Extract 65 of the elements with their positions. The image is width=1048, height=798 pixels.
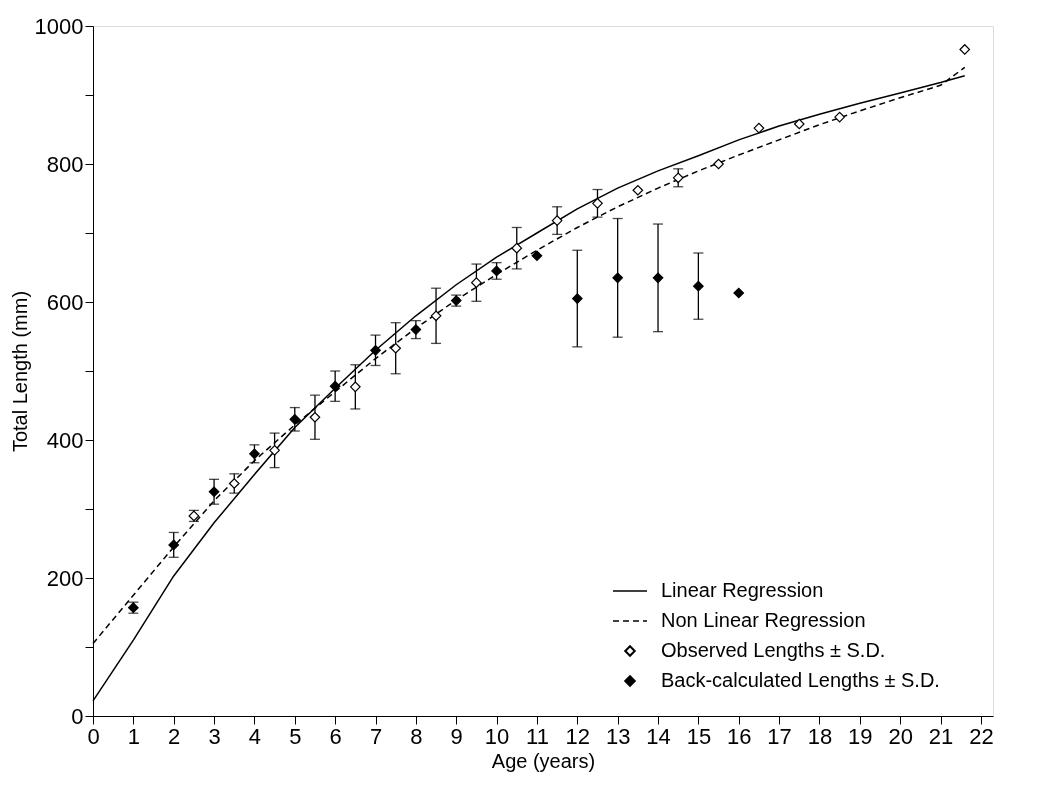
- point: [349, 381, 361, 393]
- legend-label: Back-calculated Lengths ± S.D.: [661, 669, 940, 691]
- point: [753, 122, 765, 134]
- point: [571, 293, 583, 304]
- x-tick-label: 1: [127, 723, 140, 749]
- x-tick-label: 22: [969, 723, 994, 749]
- legend-label: Linear Regression: [661, 579, 824, 601]
- point: [733, 287, 745, 299]
- point: [551, 215, 563, 226]
- point: [289, 413, 301, 425]
- point: [632, 184, 644, 196]
- point: [612, 272, 624, 284]
- point: [592, 197, 603, 209]
- x-tick-label: 19: [848, 723, 873, 749]
- point: [531, 250, 543, 262]
- point: [410, 324, 422, 335]
- x-tick-label: 3: [208, 723, 221, 749]
- point: [309, 411, 321, 423]
- x-tick-label: 6: [329, 723, 342, 749]
- y-tick-label: 0: [71, 703, 84, 729]
- x-tick-label: 21: [928, 723, 954, 749]
- point: [959, 44, 971, 55]
- x-tick-label: 12: [565, 723, 591, 749]
- legend-label: Non Linear Regression: [661, 609, 866, 631]
- legend-label: Observed Lengths ± S.D.: [661, 639, 886, 661]
- point: [168, 539, 180, 551]
- y-tick-label: 1000: [34, 13, 84, 39]
- x-tick-label: 7: [369, 723, 383, 749]
- x-tick-label: 4: [248, 723, 262, 749]
- point: [511, 242, 523, 254]
- x-tick-label: 2: [168, 723, 181, 749]
- x-tick-label: 15: [686, 723, 712, 749]
- point: [471, 277, 482, 289]
- x-tick-label: 10: [484, 723, 510, 749]
- point: [713, 158, 724, 170]
- x-tick-label: 20: [888, 723, 913, 749]
- x-tick-label: 14: [646, 723, 671, 749]
- point: [672, 172, 684, 184]
- point: [693, 280, 704, 292]
- point: [249, 448, 260, 460]
- x-tick-label: 9: [450, 723, 463, 749]
- point: [208, 486, 220, 498]
- point: [793, 118, 805, 130]
- x-tick-label: 13: [605, 723, 631, 749]
- x-tick-label: 17: [767, 723, 792, 749]
- y-axis-title: Total Length (mm): [8, 290, 31, 453]
- y-tick-label: 200: [46, 565, 84, 591]
- y-tick-label: 600: [46, 289, 84, 315]
- point: [430, 310, 442, 322]
- x-tick-label: 8: [410, 723, 423, 749]
- point: [329, 380, 341, 392]
- point: [228, 478, 240, 489]
- x-tick-label: 18: [807, 723, 833, 749]
- point: [269, 445, 280, 456]
- x-tick-label: 5: [289, 723, 302, 749]
- x-tick-label: 0: [87, 723, 100, 749]
- y-tick-label: 800: [46, 151, 84, 177]
- point: [652, 272, 664, 284]
- x-tick-label: 11: [526, 723, 549, 749]
- point: [390, 342, 402, 354]
- x-axis-title: Age (years): [491, 749, 596, 772]
- point: [834, 111, 845, 123]
- point: [370, 344, 381, 356]
- x-tick-label: 16: [727, 723, 752, 749]
- y-tick-label: 400: [46, 427, 84, 453]
